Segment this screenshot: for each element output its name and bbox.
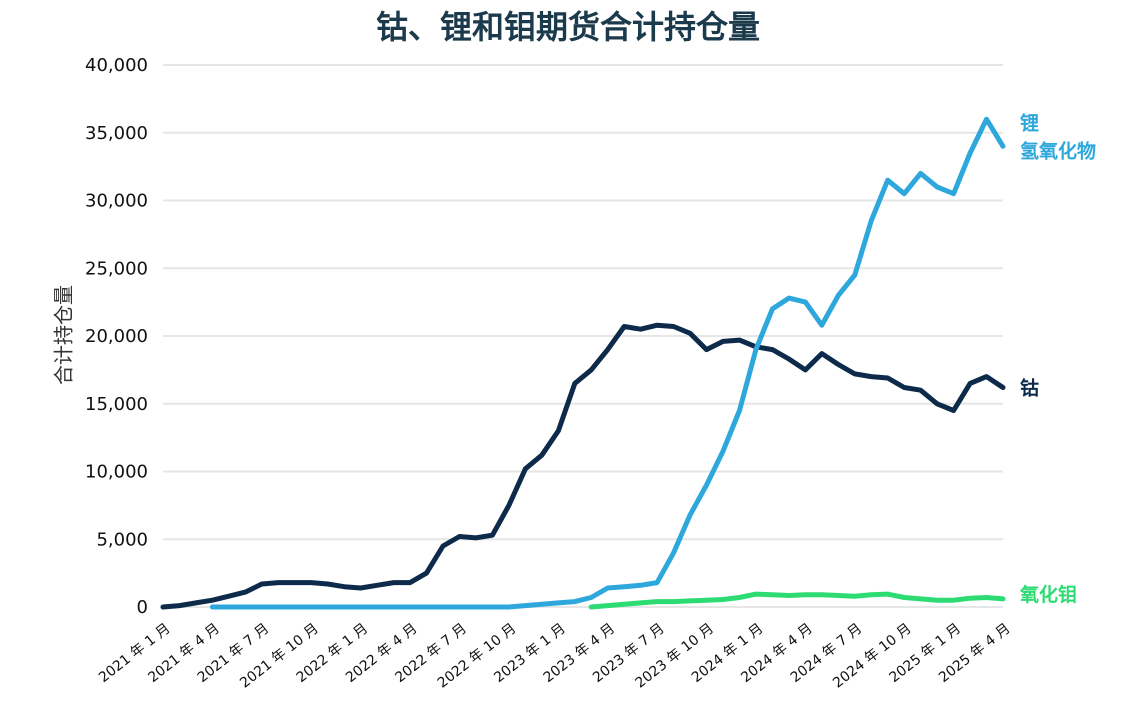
y-tick-label: 40,000	[85, 55, 148, 76]
series-line-0	[160, 322, 1006, 610]
chart-title: 钴、锂和钼期货合计持仓量	[375, 8, 760, 46]
series-label-1: 钴	[1020, 376, 1039, 399]
series-line-1	[209, 116, 1006, 610]
series-line-2	[588, 591, 1006, 610]
y-tick-label: 35,000	[85, 123, 148, 144]
series-label-2: 氧化钼	[1020, 583, 1077, 606]
y-tick-label: 0	[137, 597, 148, 618]
series-label-0: 锂	[1020, 111, 1039, 134]
series-label-0: 氢氧化物	[1020, 139, 1096, 162]
y-tick-label: 25,000	[85, 258, 148, 279]
y-axis-ticks: 0 5,000 10,000 15,000 20,000 25,000 30,000 35,0…	[85, 55, 148, 618]
series-lines	[160, 116, 1006, 610]
y-tick-label: 20,000	[85, 326, 148, 347]
y-tick-label: 10,000	[85, 462, 148, 483]
y-tick-label: 30,000	[85, 191, 148, 212]
y-tick-label: 5,000	[96, 529, 148, 550]
gridlines	[163, 64, 1003, 608]
y-tick-label: 15,000	[85, 394, 148, 415]
